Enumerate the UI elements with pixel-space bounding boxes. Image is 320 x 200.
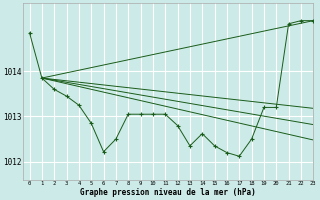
X-axis label: Graphe pression niveau de la mer (hPa): Graphe pression niveau de la mer (hPa) xyxy=(80,188,256,197)
